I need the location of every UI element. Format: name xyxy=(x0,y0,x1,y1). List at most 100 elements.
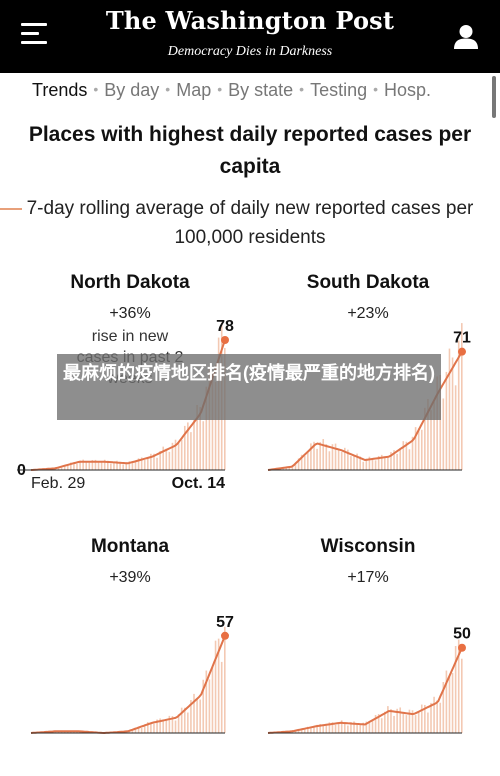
nav-separator: • xyxy=(373,81,379,97)
daily-bar xyxy=(125,462,128,470)
tab-by-day[interactable]: By day xyxy=(104,80,160,100)
daily-bar xyxy=(411,710,414,733)
daily-bar xyxy=(424,407,426,470)
daily-bar xyxy=(128,731,131,733)
daily-bar xyxy=(384,457,386,470)
daily-bar xyxy=(365,721,368,733)
tab-hosp[interactable]: Hosp. xyxy=(384,80,432,100)
daily-bar xyxy=(211,665,214,733)
daily-bar xyxy=(405,441,408,470)
rolling-average-line xyxy=(267,647,463,734)
daily-bar xyxy=(116,460,118,470)
daily-bar xyxy=(153,723,155,733)
daily-bar xyxy=(424,704,426,733)
daily-bar xyxy=(100,461,103,470)
daily-bar xyxy=(297,729,300,733)
tab-map[interactable]: Map xyxy=(176,80,212,100)
daily-bar xyxy=(190,432,192,470)
daily-bar xyxy=(174,439,177,470)
daily-bar xyxy=(291,466,294,470)
panel-pct-wisconsin: +17% xyxy=(347,569,389,586)
daily-bar xyxy=(153,453,155,470)
daily-bar xyxy=(328,722,331,733)
daily-bar xyxy=(377,713,380,733)
daily-bar xyxy=(402,441,405,470)
daily-bar xyxy=(156,457,158,470)
nav-separator: • xyxy=(165,81,171,97)
rolling-average-line xyxy=(30,635,226,735)
daily-bar xyxy=(66,464,69,470)
daily-bar xyxy=(159,450,161,470)
daily-bar xyxy=(414,715,417,733)
daily-bar xyxy=(377,455,380,470)
scrollbar[interactable] xyxy=(492,76,496,118)
daily-bar xyxy=(405,715,408,733)
daily-bar xyxy=(461,323,463,470)
end-value-dot xyxy=(458,643,466,652)
daily-bar xyxy=(211,373,214,470)
daily-bar xyxy=(94,459,97,470)
daily-bar xyxy=(180,707,183,733)
daily-bar xyxy=(408,709,411,733)
daily-bar xyxy=(380,454,383,470)
daily-bar xyxy=(390,709,392,733)
daily-bar xyxy=(199,407,201,470)
daily-bar xyxy=(165,448,168,470)
daily-bar xyxy=(285,467,288,470)
daily-bar xyxy=(177,442,180,470)
daily-bar xyxy=(205,386,208,470)
daily-bar xyxy=(402,712,405,733)
daily-bar xyxy=(91,459,94,470)
daily-bar xyxy=(427,712,429,733)
daily-bar xyxy=(430,702,432,733)
tab-testing[interactable]: Testing xyxy=(310,80,368,100)
daily-bar xyxy=(196,404,198,470)
daily-bar xyxy=(168,451,171,470)
tab-by-state[interactable]: By state xyxy=(228,80,294,100)
site-header: The Washington Post Democracy Dies in Da… xyxy=(0,0,500,73)
end-value-dot xyxy=(458,347,466,356)
daily-bar xyxy=(461,658,463,733)
daily-bar xyxy=(282,468,284,470)
daily-bar xyxy=(313,441,315,470)
daily-bar xyxy=(294,464,297,470)
masthead-logo[interactable]: The Washington Post xyxy=(105,6,395,35)
daily-bar xyxy=(143,459,146,470)
daily-bar xyxy=(187,422,189,470)
daily-bar xyxy=(63,466,66,470)
daily-bar xyxy=(208,679,211,733)
daily-bar xyxy=(174,720,177,733)
panel-title-south-dakota: South Dakota xyxy=(306,272,430,293)
daily-bar xyxy=(454,646,457,733)
daily-bar xyxy=(134,461,137,470)
x-end-label: Oct. 14 xyxy=(172,475,225,492)
daily-bar xyxy=(214,381,217,470)
daily-bar xyxy=(162,446,165,470)
daily-bar xyxy=(454,385,457,470)
daily-bar xyxy=(319,723,321,733)
daily-bar xyxy=(340,452,343,470)
daily-bar xyxy=(374,714,377,733)
daily-bar xyxy=(147,457,149,470)
daily-bar xyxy=(337,722,340,733)
daily-bar xyxy=(334,443,337,470)
daily-bar xyxy=(97,462,100,470)
user-icon[interactable] xyxy=(452,24,480,50)
daily-bar xyxy=(199,699,201,733)
daily-bar xyxy=(436,376,438,470)
daily-bar xyxy=(368,456,371,470)
daily-bar xyxy=(411,436,414,470)
daily-bar xyxy=(73,462,75,470)
daily-bar xyxy=(202,679,205,733)
daily-bar xyxy=(343,721,346,733)
tab-trends[interactable]: Trends xyxy=(32,80,88,100)
daily-bar xyxy=(362,461,365,470)
daily-bar xyxy=(340,720,343,733)
daily-bar xyxy=(365,458,368,470)
daily-bar xyxy=(177,714,180,733)
menu-icon[interactable] xyxy=(21,23,47,45)
daily-bar xyxy=(451,357,454,470)
daily-bar xyxy=(159,718,161,733)
daily-bar xyxy=(451,672,454,733)
daily-bar xyxy=(420,429,423,470)
